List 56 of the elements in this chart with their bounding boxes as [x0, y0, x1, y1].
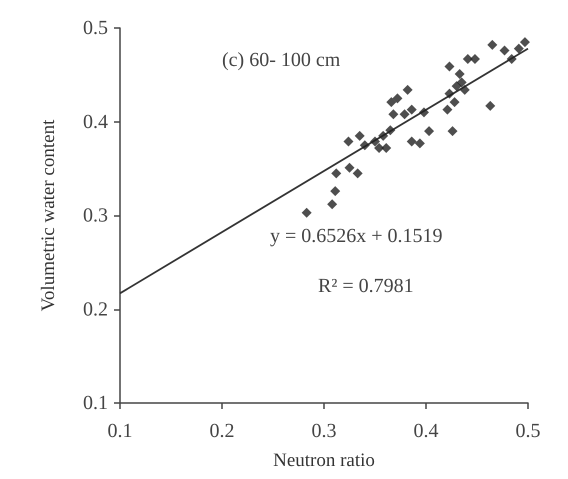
x-tick-label: 0.2 — [210, 420, 234, 442]
point — [406, 104, 417, 115]
point — [386, 97, 396, 108]
point — [344, 162, 354, 173]
point — [385, 125, 396, 136]
point — [378, 130, 388, 141]
y-tick-label: 0.1 — [83, 392, 108, 414]
point — [414, 138, 425, 148]
x-tick-label: 0.5 — [516, 420, 540, 442]
y-axis-title: Volumetric water content — [38, 118, 59, 312]
annotation: y = 0.6526x + 0.1519 — [270, 225, 443, 247]
point — [520, 37, 530, 48]
point — [444, 61, 454, 72]
point — [418, 107, 429, 118]
point — [514, 44, 524, 54]
point — [452, 81, 462, 92]
point — [487, 40, 498, 50]
x-tick-label: 0.4 — [414, 420, 438, 442]
point — [485, 100, 496, 111]
point — [381, 143, 392, 153]
point — [400, 109, 410, 120]
annotation: R² = 0.7981 — [318, 275, 414, 297]
x-tick-label: 0.1 — [108, 420, 132, 442]
annotation: (c) 60- 100 cm — [222, 49, 341, 71]
point — [500, 46, 510, 56]
point — [392, 93, 402, 104]
point — [462, 54, 473, 64]
point — [360, 140, 370, 150]
point — [424, 126, 434, 136]
y-tick-label: 0.4 — [83, 110, 108, 133]
point — [456, 77, 467, 88]
point — [406, 136, 417, 146]
point — [460, 84, 470, 95]
point — [370, 136, 380, 146]
x-axis-title: Neutron ratio — [273, 450, 375, 471]
point — [388, 109, 398, 120]
point — [327, 199, 338, 210]
point — [506, 54, 517, 64]
point — [374, 143, 384, 153]
point — [331, 168, 342, 178]
point — [444, 88, 454, 99]
point — [402, 84, 413, 95]
point — [450, 97, 460, 108]
point — [343, 136, 354, 146]
y-tick-label: 0.2 — [83, 298, 108, 320]
point — [454, 68, 465, 79]
x-tick-label: 0.3 — [312, 420, 336, 442]
point — [448, 126, 458, 136]
point — [302, 208, 312, 218]
point — [354, 130, 365, 141]
y-tick-label: 0.3 — [83, 204, 108, 226]
point — [330, 186, 340, 196]
point — [352, 168, 363, 178]
point — [470, 54, 480, 64]
point — [442, 104, 452, 115]
y-tick-label: 0.5 — [83, 17, 108, 39]
